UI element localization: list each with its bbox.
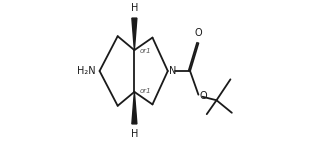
Text: N: N — [169, 66, 176, 76]
Text: or1: or1 — [140, 48, 151, 54]
Polygon shape — [132, 18, 137, 50]
Text: H: H — [131, 129, 138, 139]
Text: or1: or1 — [140, 88, 151, 94]
Text: O: O — [195, 28, 202, 38]
Polygon shape — [132, 92, 137, 124]
Text: O: O — [200, 91, 208, 101]
Text: H: H — [131, 3, 138, 13]
Text: H₂N: H₂N — [78, 66, 96, 76]
